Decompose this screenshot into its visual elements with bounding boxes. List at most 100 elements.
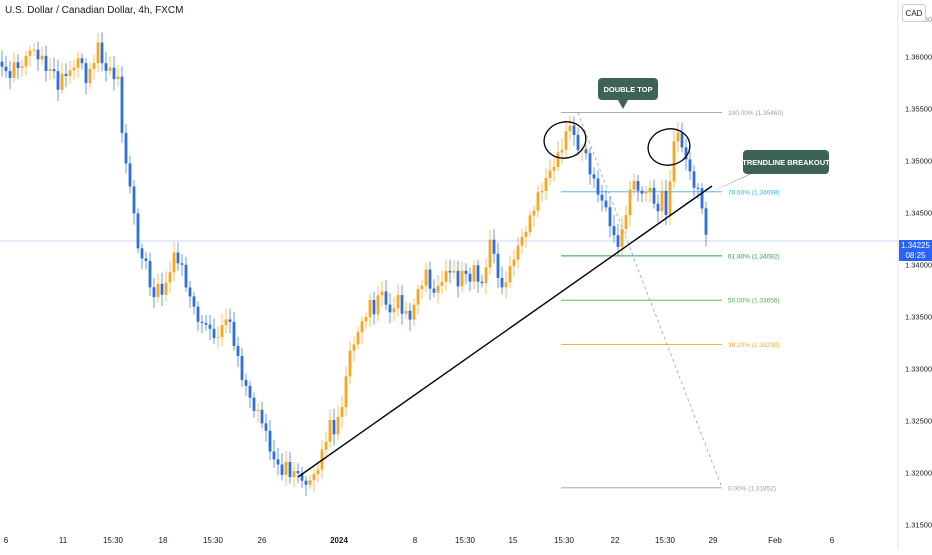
- candle-body: [68, 70, 72, 77]
- x-tick-label: 15:30: [455, 536, 476, 545]
- candle-body: [704, 208, 708, 235]
- candle-body: [424, 269, 428, 286]
- candle-body: [40, 55, 44, 60]
- y-tick-label: 1.31500: [905, 520, 932, 529]
- candle-body: [532, 210, 536, 216]
- bar-countdown: 08:25: [905, 251, 926, 260]
- y-tick-label: 1.34500: [905, 208, 932, 217]
- breakout-callout-box: [743, 150, 829, 174]
- candle-body: [544, 177, 548, 191]
- x-tick-label: 15:30: [554, 536, 575, 545]
- candle-body: [700, 188, 704, 209]
- candle-body: [232, 321, 236, 346]
- candle-body: [156, 283, 160, 298]
- candle-body: [624, 215, 628, 229]
- candle-body: [600, 194, 604, 201]
- candle-body: [596, 178, 600, 195]
- candle-body: [16, 62, 20, 69]
- candle-body: [660, 190, 664, 212]
- candle-body: [224, 319, 228, 326]
- fib-level-label: 50.00% (1.33656): [728, 298, 780, 305]
- candle-body: [496, 253, 500, 278]
- candle-body: [540, 190, 544, 193]
- candle-body: [212, 328, 216, 339]
- candle-body: [28, 50, 32, 56]
- candle-body: [680, 132, 684, 148]
- candle-body: [152, 287, 156, 298]
- double-top-circle-right: [647, 128, 691, 166]
- candle-body: [500, 277, 504, 288]
- trendline: [297, 185, 713, 478]
- candle-body: [632, 181, 636, 190]
- candle-body: [64, 73, 68, 77]
- candle-body: [220, 325, 224, 338]
- x-tick-label: Feb: [768, 536, 782, 545]
- candle-body: [392, 308, 396, 313]
- double-top-callout-box: [598, 78, 658, 100]
- candle-body: [20, 66, 24, 69]
- candle-body: [524, 231, 528, 237]
- candle-body: [216, 337, 220, 339]
- candle-body: [448, 270, 452, 273]
- candle-body: [148, 260, 152, 288]
- candle-body: [384, 291, 388, 305]
- candle-body: [428, 269, 432, 289]
- candle-body: [332, 420, 336, 435]
- x-tick-label: 15:30: [655, 536, 676, 545]
- candle-body: [664, 190, 668, 216]
- candle-body: [348, 350, 352, 377]
- y-tick-label: 1.34000: [905, 260, 932, 269]
- candle-body: [412, 304, 416, 320]
- fib-level-label: 78.60% (1.34698): [728, 189, 780, 196]
- candle-body: [688, 159, 692, 172]
- candle-body: [292, 471, 296, 478]
- candle-body: [616, 235, 620, 247]
- candle-body: [120, 76, 124, 133]
- candle-body: [44, 55, 48, 72]
- currency-button[interactable]: CAD: [902, 4, 926, 22]
- candle-body: [612, 226, 616, 236]
- candle-body: [648, 187, 652, 192]
- x-tick-label: 29: [709, 536, 718, 545]
- candle-body: [268, 430, 272, 452]
- candle-body: [108, 67, 112, 71]
- x-tick-label: 6: [830, 536, 835, 545]
- double-top-circle-left: [543, 121, 587, 159]
- candle-body: [488, 239, 492, 268]
- x-tick-label: 6: [4, 536, 9, 545]
- candle-body: [284, 462, 288, 475]
- candle-body: [476, 265, 480, 282]
- x-tick-label: 22: [611, 536, 620, 545]
- fib-level-label: 100.00% (1.35460): [728, 110, 783, 117]
- y-tick-label: 1.33500: [905, 312, 932, 321]
- candle-body: [116, 76, 120, 80]
- candle-body: [136, 213, 140, 249]
- candle-body: [104, 63, 108, 71]
- x-tick-label: 11: [59, 536, 68, 545]
- candle-body: [200, 321, 204, 323]
- candle-body: [328, 420, 332, 442]
- candle-body: [380, 291, 384, 296]
- candle-body: [432, 288, 436, 293]
- candle-body: [608, 207, 612, 227]
- x-tick-label: 15:30: [103, 536, 124, 545]
- candle-body: [360, 321, 364, 333]
- breakout-label: TRENDLINE BREAKOUT: [742, 158, 830, 167]
- candle-body: [676, 132, 680, 142]
- candle-body: [604, 200, 608, 208]
- candle-body: [84, 63, 88, 84]
- candle-body: [672, 141, 676, 182]
- candle-body: [132, 186, 136, 214]
- candle-body: [528, 215, 532, 232]
- candle-body: [80, 58, 84, 64]
- candle-body: [376, 295, 380, 315]
- candle-body: [180, 263, 184, 265]
- y-tick-label: 1.32000: [905, 468, 932, 477]
- candle-body: [692, 171, 696, 188]
- candle-body: [336, 416, 340, 435]
- candle-body: [592, 174, 596, 179]
- candle-body: [396, 295, 400, 309]
- candle-body: [32, 49, 36, 51]
